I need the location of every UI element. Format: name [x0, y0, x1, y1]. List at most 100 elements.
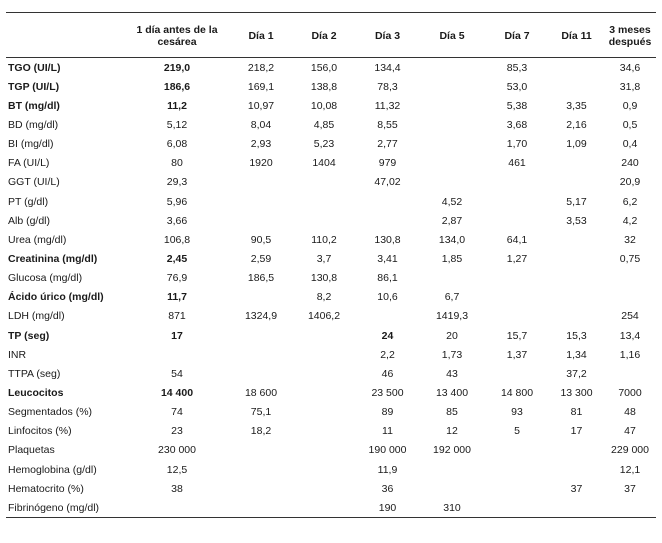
cell-day-7: 5 — [514, 425, 520, 438]
table-row: INR 2,2 1,73 1,37 1,34 1,16 — [6, 345, 656, 364]
cell-day-3: 89 — [381, 406, 394, 419]
cell-pre-cesarean: 5,96 — [166, 195, 188, 208]
cell-day-5: 85 — [446, 406, 458, 419]
row-label: PT (g/dl) — [8, 195, 49, 208]
table-row: Creatinina (mg/dl) 2,45 2,59 3,7 3,41 1,85 1,2… — [6, 249, 656, 268]
cell-day-1 — [230, 211, 292, 230]
cell-day-7 — [485, 269, 549, 288]
cell-day-3: 134,4 — [374, 61, 401, 74]
cell-3-months: 37 — [624, 482, 636, 495]
cell-day-1: 2,59 — [250, 252, 272, 265]
cell-day-11 — [549, 58, 604, 78]
row-label: FA (UI/L) — [8, 157, 50, 170]
cell-day-11: 37 — [570, 482, 583, 495]
cell-day-1 — [230, 192, 292, 211]
cell-3-months: 6,2 — [622, 195, 638, 208]
cell-day-11: 17 — [570, 425, 583, 438]
row-label: TTPA (seg) — [8, 367, 61, 380]
cell-day-2: 10,08 — [310, 99, 338, 112]
cell-day-2: 5,23 — [313, 138, 335, 151]
cell-day-11: 13 300 — [560, 386, 593, 399]
cell-day-7 — [485, 288, 549, 307]
cell-day-1: 8,04 — [250, 118, 272, 131]
cell-day-11 — [549, 77, 604, 96]
cell-pre-cesarean: 38 — [171, 482, 183, 495]
cell-pre-cesarean: 54 — [171, 367, 183, 380]
table-header: 1 día antes de la cesárea Día 1 Día 2 Dí… — [6, 15, 656, 58]
row-label: TGP (UI/L) — [8, 80, 60, 93]
row-label: Glucosa (mg/dl) — [8, 272, 83, 285]
row-label: Plaquetas — [8, 444, 55, 457]
cell-day-3: 8,55 — [377, 118, 398, 131]
cell-3-months: 0,75 — [619, 252, 641, 265]
row-label: BI (mg/dl) — [8, 138, 54, 151]
cell-pre-cesarean: 871 — [168, 310, 186, 323]
cell-day-7 — [485, 192, 549, 211]
table-row: Hematocrito (%) 38 36 37 37 — [6, 479, 656, 498]
cell-day-5: 12 — [446, 425, 458, 438]
table-row: Fibrinógeno (mg/dl) 190 310 — [6, 498, 656, 519]
cell-day-1: 90,5 — [250, 233, 272, 246]
cell-day-1: 75,1 — [250, 406, 272, 419]
cell-day-2 — [292, 173, 356, 192]
table-row: Ácido úrico (mg/dl) 11,7 8,2 10,6 6,7 — [6, 288, 656, 307]
cell-day-5 — [419, 154, 485, 173]
cell-pre-cesarean: 76,9 — [166, 272, 188, 285]
cell-3-months: 47 — [624, 425, 636, 438]
cell-day-3: 10,6 — [377, 291, 398, 304]
cell-day-1 — [230, 173, 292, 192]
cell-day-1: 1324,9 — [244, 310, 278, 323]
cell-day-11 — [549, 307, 604, 326]
cell-3-months: 1,16 — [619, 348, 641, 361]
cell-day-11 — [549, 288, 604, 307]
cell-day-2: 3,7 — [316, 252, 332, 265]
cell-3-months: 0,4 — [622, 138, 638, 151]
cell-3-months: 48 — [624, 406, 636, 419]
row-label: TP (seg) — [8, 329, 50, 342]
cell-day-3: 190 — [356, 498, 419, 519]
row-label: Hemoglobina (g/dl) — [8, 463, 97, 476]
cell-pre-cesarean: 230 000 — [158, 444, 196, 457]
cell-day-11: 81 — [570, 406, 583, 419]
cell-pre-cesarean: 5,12 — [166, 118, 188, 131]
cell-day-1 — [230, 498, 292, 519]
cell-pre-cesarean: 80 — [171, 157, 183, 170]
cell-day-1 — [230, 345, 292, 364]
cell-day-11: 37,2 — [566, 367, 587, 380]
cell-day-5: 1,85 — [441, 252, 463, 265]
header-row: 1 día antes de la cesárea Día 1 Día 2 Dí… — [6, 15, 656, 58]
cell-day-3: 23 500 — [371, 386, 404, 399]
cell-pre-cesarean: 11,2 — [167, 99, 187, 112]
cell-day-5: 134,0 — [438, 233, 466, 246]
cell-day-5 — [419, 479, 485, 498]
table-row: LDH (mg/dl) 871 1324,9 1406,2 1419,3 254 — [6, 307, 656, 326]
cell-day-7 — [485, 460, 549, 479]
cell-day-1: 169,1 — [247, 80, 275, 93]
cell-day-7: 1,37 — [506, 348, 528, 361]
row-label: TGO (UI/L) — [8, 61, 61, 74]
cell-pre-cesarean: 2,45 — [166, 252, 188, 265]
row-label: INR — [8, 348, 27, 361]
cell-day-5 — [419, 173, 485, 192]
row-label: Hematocrito (%) — [8, 482, 84, 495]
cell-day-5: 2,87 — [441, 214, 463, 227]
cell-pre-cesarean — [124, 498, 230, 519]
cell-day-7 — [485, 479, 549, 498]
header-day-7: Día 7 — [485, 15, 549, 58]
cell-day-2 — [292, 403, 356, 422]
row-label: Urea (mg/dl) — [8, 233, 67, 246]
cell-day-3: 3,41 — [377, 252, 398, 265]
cell-day-2 — [292, 460, 356, 479]
cell-pre-cesarean: 219,0 — [163, 61, 191, 74]
row-label: Ácido úrico (mg/dl) — [8, 291, 104, 304]
cell-day-5: 192 000 — [433, 444, 471, 457]
cell-day-3: 78,3 — [377, 80, 398, 93]
cell-day-7: 53,0 — [506, 80, 528, 93]
cell-day-2 — [292, 498, 356, 519]
cell-day-2: 138,8 — [310, 80, 338, 93]
cell-day-3 — [356, 211, 419, 230]
cell-day-3 — [356, 307, 419, 326]
cell-3-months — [604, 364, 656, 383]
cell-day-3: 11 — [382, 425, 393, 438]
cell-3-months: 0,5 — [622, 118, 638, 131]
